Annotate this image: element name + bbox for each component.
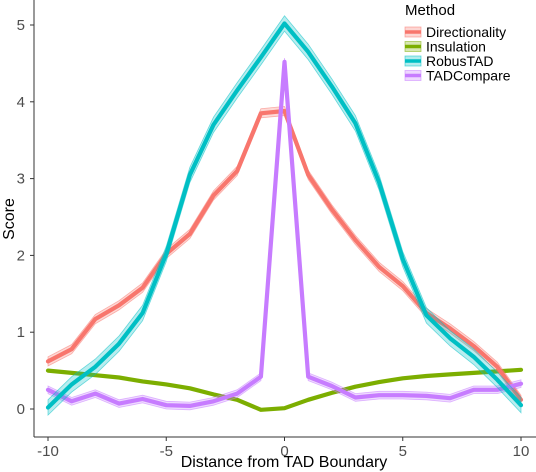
y-tick-label: 4	[17, 94, 25, 111]
y-tick-label: 0	[17, 401, 25, 418]
x-axis-title: Distance from TAD Boundary	[181, 454, 388, 471]
legend-label: TADCompare	[426, 68, 511, 84]
plot-area	[45, 15, 524, 417]
series-band-directionality	[47, 105, 522, 406]
series-line-robustad	[45, 21, 524, 410]
legend: Method DirectionalityInsulationRobusTADT…	[404, 2, 511, 84]
legend-item-tadcompare: TADCompare	[404, 68, 511, 84]
x-tick-label: -10	[37, 443, 59, 460]
x-tick-label: -5	[160, 443, 173, 460]
x-ticks: -10 -5 0 5 10	[37, 437, 529, 460]
y-tick-label: 5	[17, 17, 25, 34]
series-line-insulation	[45, 367, 524, 412]
legend-label: RobusTAD	[426, 53, 493, 69]
y-ticks: 0 1 2 3 4 5	[17, 17, 34, 418]
series-line-directionality	[45, 108, 524, 402]
x-tick-label: 5	[399, 443, 407, 460]
legend-item-directionality: Directionality	[404, 24, 506, 40]
legend-item-insulation: Insulation	[404, 39, 486, 55]
x-tick-label: 10	[513, 443, 530, 460]
series-line-tadcompare	[45, 59, 524, 408]
series-band-tadcompare	[47, 57, 522, 411]
y-tick-label: 1	[17, 324, 25, 341]
y-tick-label: 2	[17, 247, 25, 264]
legend-item-robustad: RobusTAD	[404, 53, 493, 69]
legend-label: Directionality	[426, 24, 506, 40]
series-band-robustad	[47, 15, 522, 417]
y-axis-title: Score	[1, 198, 18, 240]
legend-title: Method	[405, 2, 455, 19]
y-tick-label: 3	[17, 171, 25, 188]
x-tick-label: 0	[280, 443, 288, 460]
legend-label: Insulation	[426, 39, 486, 55]
